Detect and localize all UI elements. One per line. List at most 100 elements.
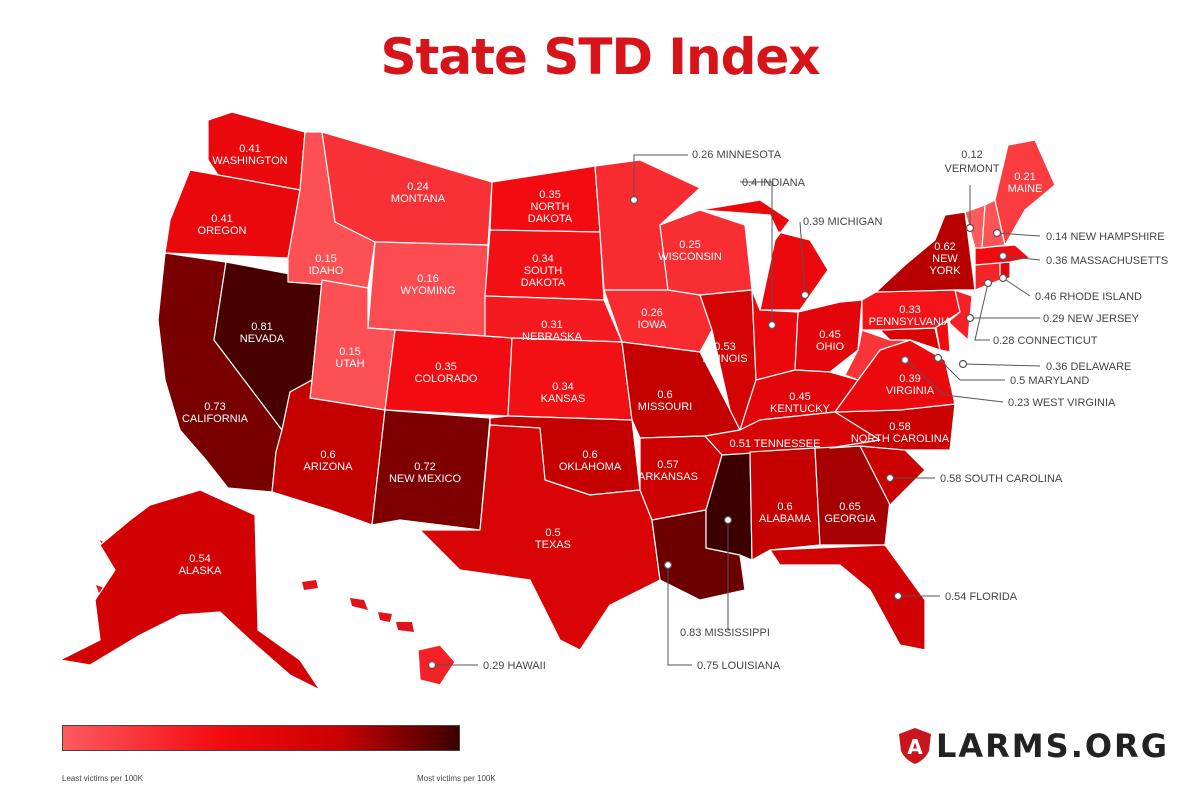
state-label-ohio: 0.45 OHIO	[816, 329, 845, 353]
state-label-south-dakota: 0.34 SOUTH DAKOTA	[521, 253, 566, 289]
brand-logo: A LARMS.ORG	[898, 726, 1169, 766]
leader-line	[667, 565, 692, 666]
brand-text: LARMS.ORG	[936, 727, 1169, 765]
leader-dot	[965, 313, 975, 323]
state-label-hawaii: 0.29 HAWAII	[483, 660, 546, 672]
state-label-alaska: 0.54 ALASKA	[179, 553, 222, 577]
state-arizona[interactable]	[271, 379, 386, 526]
state-label-new-jersey: 0.29 NEW JERSEY	[1043, 313, 1140, 325]
state-label-minnesota: 0.26 MINNESOTA	[692, 149, 782, 161]
state-label-texas: 0.5 TEXAS	[535, 527, 571, 551]
legend-max-label: Most victims per 100K	[417, 774, 496, 783]
state-label-new-hampshire: 0.14 NEW HAMPSHIRE	[1046, 231, 1165, 243]
leader-dot	[767, 320, 777, 330]
map-title: State STD Index	[380, 28, 820, 86]
state-michigan[interactable]	[699, 199, 829, 311]
state-label-idaho: 0.15 IDAHO	[309, 253, 344, 277]
state-label-wisconsin: 0.25 WISCONSIN	[658, 239, 722, 263]
state-label-west-virginia: 0.23 WEST VIRGINIA	[1008, 397, 1116, 409]
leader-line	[974, 282, 990, 341]
leader-dot	[663, 560, 673, 570]
state-label-utah: 0.15 UTAH	[335, 346, 364, 370]
shield-icon: A	[899, 728, 931, 764]
state-label-nebraska: 0.31 NEBRASKA	[522, 319, 583, 343]
state-label-north-dakota: 0.35 NORTH DAKOTA	[528, 189, 573, 225]
state-label-arizona: 0.6 ARIZONA	[304, 449, 354, 473]
state-new-mexico[interactable]	[371, 409, 491, 531]
state-label-iowa: 0.26 IOWA	[638, 307, 668, 331]
state-label-california: 0.73 CALIFORNIA	[182, 401, 249, 425]
leader-dot	[933, 353, 943, 363]
state-label-nevada: 0.81 NEVADA	[240, 321, 285, 345]
leader-line	[962, 363, 1041, 367]
state-label-indiana: 0.4 INDIANA	[742, 177, 806, 189]
leader-dot	[992, 228, 1002, 238]
state-label-tennessee: 0.51 TENNESSEE	[730, 438, 821, 450]
leader-line	[740, 181, 773, 325]
state-label-arkansas: 0.57 ARKANSAS	[638, 459, 698, 483]
state-west-virginia[interactable]	[844, 329, 911, 381]
state-label-florida: 0.54 FLORIDA	[945, 591, 1018, 603]
state-texas[interactable]	[419, 424, 661, 651]
state-label-mississippi: 0.83 MISSISSIPPI	[680, 627, 770, 639]
state-new-york[interactable]	[875, 211, 976, 293]
state-label-alabama: 0.6 ALABAMA	[759, 501, 812, 525]
state-alabama[interactable]	[749, 447, 821, 561]
state-label-maine: 0.21 MAINE	[1008, 171, 1043, 195]
state-label-colorado: 0.35 COLORADO	[415, 361, 478, 385]
state-label-new-york: 0.62 NEW YORK	[929, 241, 961, 277]
state-label-north-carolina: 0.58 NORTH CAROLINA	[851, 421, 950, 445]
state-kansas[interactable]	[507, 337, 633, 421]
island-shape	[350, 598, 368, 610]
state-label-illinois: 0.53 ILLINOIS	[702, 341, 747, 365]
leader-line	[727, 520, 730, 631]
state-label-missouri: 0.6 MISSOURI	[638, 389, 692, 413]
state-label-louisiana: 0.75 LOUISIANA	[697, 660, 781, 672]
state-florida[interactable]	[769, 544, 926, 651]
state-label-montana: 0.24 MONTANA	[391, 181, 446, 205]
state-label-oregon: 0.41 OREGON	[198, 213, 247, 237]
leader-dot	[998, 273, 1008, 283]
leader-line	[1002, 255, 1041, 261]
state-label-georgia: 0.65 GEORGIA	[824, 501, 876, 525]
state-label-rhode-island: 0.46 RHODE ISLAND	[1035, 291, 1142, 303]
leader-dot	[427, 660, 437, 670]
state-label-washington: 0.41 WASHINGTON	[212, 143, 287, 167]
leader-dot	[629, 195, 639, 205]
state-label-kentucky: 0.45 KENTUCKY	[770, 391, 831, 415]
leader-dot	[723, 515, 733, 525]
state-label-maryland: 0.5 MARYLAND	[1010, 375, 1089, 387]
leader-line	[937, 357, 1005, 381]
state-label-massachusetts: 0.36 MASSACHUSETTS	[1046, 255, 1168, 267]
legend-gradient-bar	[62, 725, 460, 751]
state-alaska[interactable]	[59, 489, 321, 691]
leader-dot	[983, 278, 993, 288]
state-new-jersey[interactable]	[947, 289, 973, 341]
leader-line	[799, 221, 806, 296]
island-shape	[396, 622, 414, 632]
island-shape	[302, 580, 318, 590]
state-maine[interactable]	[994, 139, 1056, 246]
legend-min-label: Least victims per 100K	[62, 774, 143, 783]
state-label-virginia: 0.39 VIRGINIA	[886, 373, 935, 397]
state-label-oklahoma: 0.6 OKLAHOMA	[559, 449, 622, 473]
leader-line	[904, 359, 1004, 403]
leader-line	[996, 232, 1041, 237]
state-label-new-mexico: 0.72 NEW MEXICO	[389, 461, 462, 485]
leader-line	[1002, 277, 1031, 297]
state-label-michigan: 0.39 MICHIGAN	[803, 216, 883, 228]
state-label-kansas: 0.34 KANSAS	[541, 381, 586, 405]
leader-line	[633, 154, 688, 200]
island-shape	[378, 612, 392, 622]
logo-letter: A	[907, 735, 923, 759]
leader-dot	[965, 223, 975, 233]
state-label-wyoming: 0.16 WYOMING	[401, 273, 456, 297]
island-shape	[96, 585, 104, 596]
leader-dot	[900, 355, 910, 365]
leader-dot	[885, 473, 895, 483]
state-label-vermont: 0.12 VERMONT	[945, 149, 1000, 175]
leader-dot	[958, 359, 968, 369]
state-label-connecticut: 0.28 CONNECTICUT	[993, 335, 1098, 347]
leader-dot	[800, 290, 810, 300]
